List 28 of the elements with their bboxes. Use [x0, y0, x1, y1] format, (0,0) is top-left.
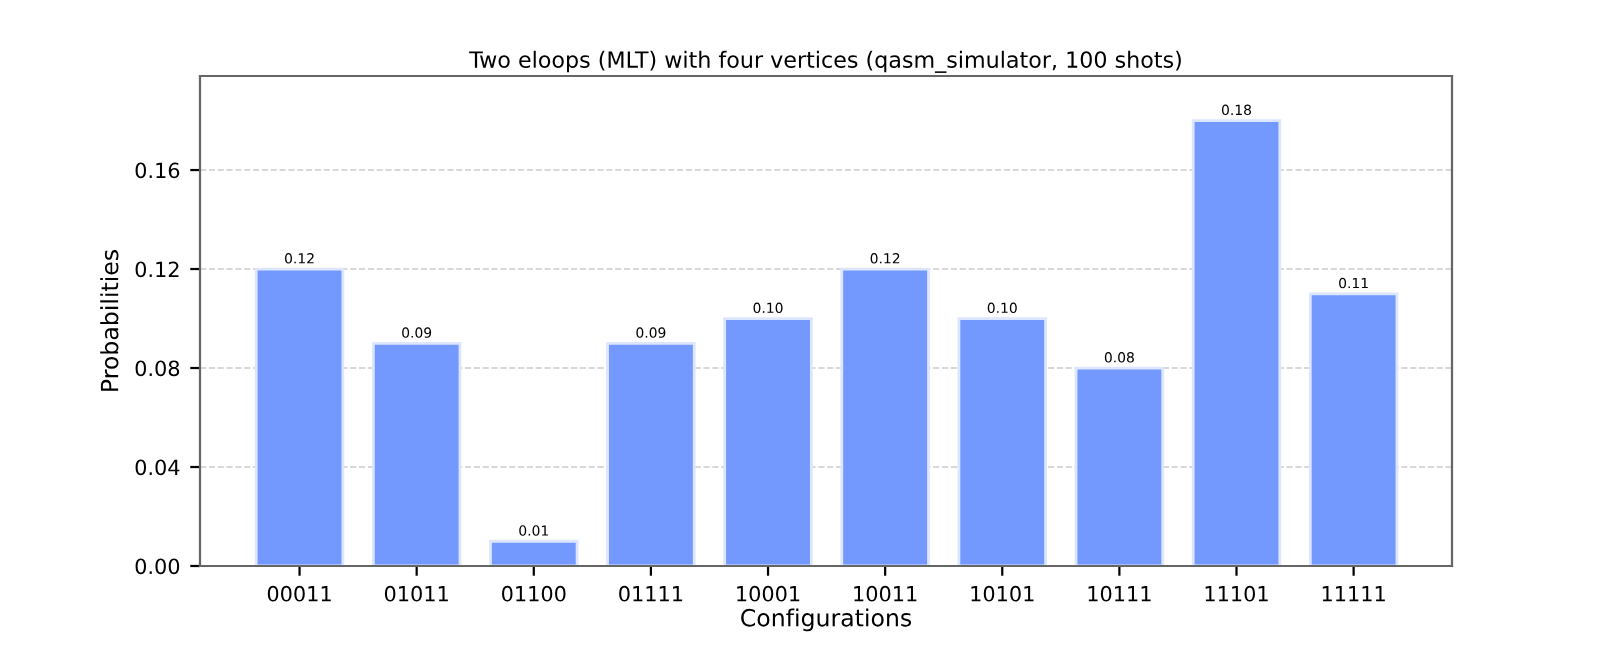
x-tick-label: 10111: [1088, 585, 1151, 602]
x-tick-label: 01011: [384, 585, 448, 602]
x-axis-title: Configurations: [741, 608, 912, 632]
y-axis-title: Probabilities: [100, 250, 119, 391]
x-tick-label: 01111: [619, 585, 683, 602]
y-tick-label: 0.12: [135, 261, 179, 278]
bar: [1074, 366, 1165, 566]
chart-title: Two eloops (MLT) with four vertices (qasm_simulator, 100 shots): [469, 50, 1181, 73]
x-tick-label: 11111: [1322, 586, 1385, 602]
x-tick-label: 10001: [737, 585, 800, 602]
y-tick-label: 0.16: [135, 162, 180, 179]
bar: [606, 341, 696, 566]
x-tick-label: 11101: [1205, 585, 1268, 602]
bar: [1308, 292, 1399, 566]
y-tick-label: 0.00: [135, 558, 180, 575]
bar: [957, 317, 1047, 566]
bar: [840, 267, 930, 566]
x-tick-label: 10101: [971, 585, 1034, 602]
bar: [489, 539, 579, 566]
x-tick-label: 01100: [502, 585, 566, 602]
bar: [723, 317, 813, 566]
bar: [1191, 119, 1282, 566]
bar: [254, 267, 345, 566]
y-tick-label: 0.04: [135, 459, 180, 476]
x-tick-label: 10011: [854, 585, 917, 602]
bar: [371, 341, 462, 566]
x-tick-label: 00011: [267, 585, 331, 602]
y-tick-label: 0.08: [135, 360, 180, 377]
